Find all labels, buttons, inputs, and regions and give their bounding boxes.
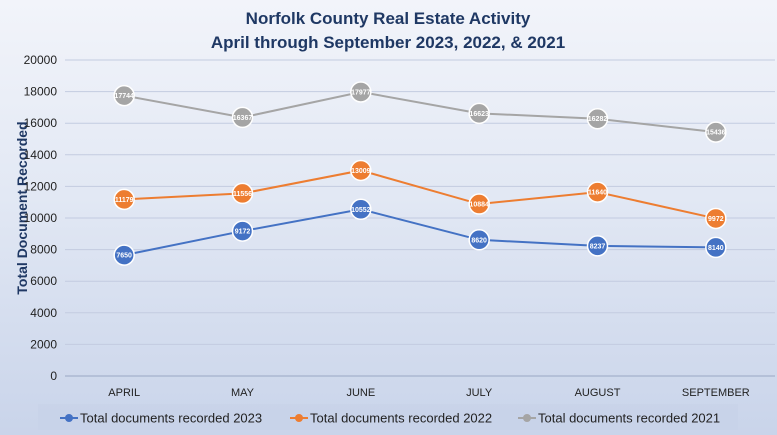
legend-entry: Total documents recorded 2022 [310, 411, 492, 426]
y-tick-label: 0 [50, 369, 57, 383]
y-tick-label: 14000 [24, 148, 58, 162]
data-point [705, 207, 727, 230]
y-tick-label: 10000 [24, 211, 58, 225]
data-label: 16282 [588, 116, 608, 123]
data-label: 7650 [116, 253, 132, 260]
y-axis-ticks: 0 2000 4000 6000 8000 10000 12000 14000 16000 180… [24, 53, 58, 383]
x-axis-ticks: APRIL MAY JUNE JULY AUGUST SEPTEMBER [108, 387, 750, 399]
data-point [705, 236, 727, 259]
data-point [231, 182, 254, 205]
y-axis-label: Total Document Recorded [14, 121, 30, 294]
x-tick-label: MAY [231, 387, 255, 399]
series-line [123, 90, 716, 134]
legend-marker [523, 414, 531, 422]
data-label: 10884 [469, 202, 489, 209]
series-line [123, 208, 716, 257]
y-tick-label: 20000 [24, 53, 58, 67]
y-tick-label: 2000 [30, 337, 57, 351]
x-tick-label: JUNE [346, 387, 375, 399]
chart-title: Norfolk County Real Estate Activity [246, 9, 531, 28]
data-points: 7650 9172 10552 8620 8237 8140 11179 11556 13009… [113, 81, 727, 266]
data-label: 11640 [588, 190, 607, 197]
legend: Total documents recorded 2023 Total docum… [60, 411, 720, 426]
data-label: 16367 [233, 115, 253, 122]
y-tick-label: 12000 [24, 179, 58, 193]
data-point [350, 81, 372, 103]
gridlines [65, 59, 775, 377]
data-point [113, 188, 135, 211]
x-tick-label: AUGUST [575, 387, 621, 399]
data-point [113, 84, 135, 107]
data-point [231, 220, 254, 242]
data-point [231, 106, 254, 129]
legend-background [38, 404, 738, 430]
series-line [124, 169, 717, 220]
data-label: 17977 [351, 89, 371, 96]
y-tick-label: 6000 [30, 274, 57, 288]
data-label: 13009 [351, 168, 371, 175]
chart-subtitle: April through September 2023, 2022, & 20… [211, 33, 565, 52]
legend-entry: Total documents recorded 2021 [538, 411, 720, 426]
data-label: 17744 [114, 93, 134, 100]
legend-marker [295, 414, 303, 422]
data-point [586, 107, 609, 130]
data-point [350, 159, 372, 182]
y-tick-label: 18000 [24, 85, 58, 99]
y-tick-label: 4000 [30, 306, 57, 320]
data-label: 9172 [235, 229, 251, 236]
data-label: 16623 [469, 111, 489, 118]
data-point [586, 181, 609, 203]
series-lines [123, 90, 717, 257]
x-tick-label: APRIL [108, 387, 140, 399]
data-label: 11179 [115, 197, 134, 204]
data-point [468, 193, 490, 215]
y-tick-label: 8000 [30, 243, 57, 257]
data-label: 8237 [590, 243, 606, 250]
data-point [350, 198, 372, 221]
legend-marker [65, 414, 73, 422]
x-tick-label: SEPTEMBER [682, 387, 750, 399]
data-label: 9972 [708, 216, 724, 223]
data-label: 10552 [351, 207, 371, 214]
legend-entry: Total documents recorded 2023 [80, 411, 262, 426]
y-tick-label: 16000 [24, 116, 58, 130]
x-tick-label: JULY [466, 387, 493, 399]
data-point [113, 244, 135, 266]
data-label: 11556 [233, 191, 252, 198]
data-label: 8620 [471, 237, 487, 244]
data-point [468, 229, 490, 251]
data-label: 8140 [708, 245, 724, 252]
data-label: 15436 [706, 130, 726, 137]
data-point [468, 102, 490, 125]
data-point [586, 235, 609, 257]
data-point [705, 121, 727, 143]
